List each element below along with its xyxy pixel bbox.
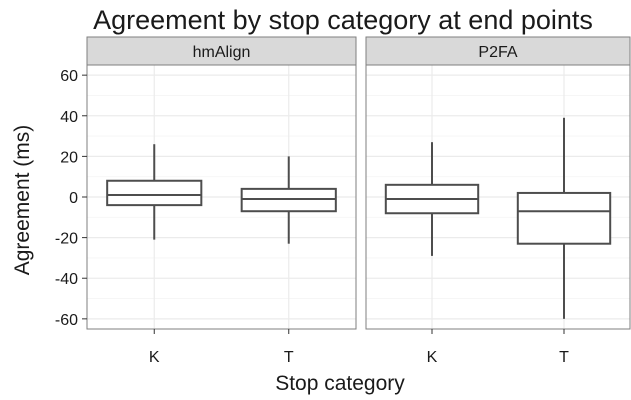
x-tick-label: T — [559, 349, 569, 366]
y-axis: -60 -40 -20 0 20 40 60 — [55, 68, 87, 329]
x-tick-label: K — [149, 349, 160, 366]
y-axis-title: Agreement (ms) — [11, 125, 34, 276]
boxplot-hmAlign-T — [240, 156, 337, 244]
y-tick-label: -40 — [55, 271, 78, 288]
facet-strip — [86, 36, 357, 66]
y-tick-label: -60 — [55, 312, 78, 329]
boxplot-P2FA-T — [516, 117, 612, 319]
boxplot-hmAlign-K — [106, 144, 203, 240]
facet-strip-label: hmAlign — [193, 44, 251, 61]
facet-panels: hmAlign P2FA — [86, 36, 631, 330]
chart-title: Agreement by stop category at end points — [93, 5, 593, 35]
y-tick-label: 20 — [60, 149, 78, 166]
box — [516, 191, 612, 245]
facet-strip-label: P2FA — [478, 44, 517, 61]
x-axis-title: Stop category — [275, 372, 405, 395]
y-tick-label: -20 — [55, 231, 78, 248]
facet-strip — [365, 36, 631, 66]
x-tick-label: K — [427, 349, 438, 366]
box — [240, 187, 337, 213]
boxplot-P2FA-K — [384, 142, 480, 256]
x-tick-label: T — [284, 349, 294, 366]
facet-panel-0: hmAlign — [86, 36, 357, 330]
y-tick-label: 40 — [60, 109, 78, 126]
y-tick-label: 60 — [60, 68, 78, 85]
y-tick-label: 0 — [69, 190, 78, 207]
facet-panel-1: P2FA — [365, 36, 631, 330]
box — [106, 179, 203, 207]
